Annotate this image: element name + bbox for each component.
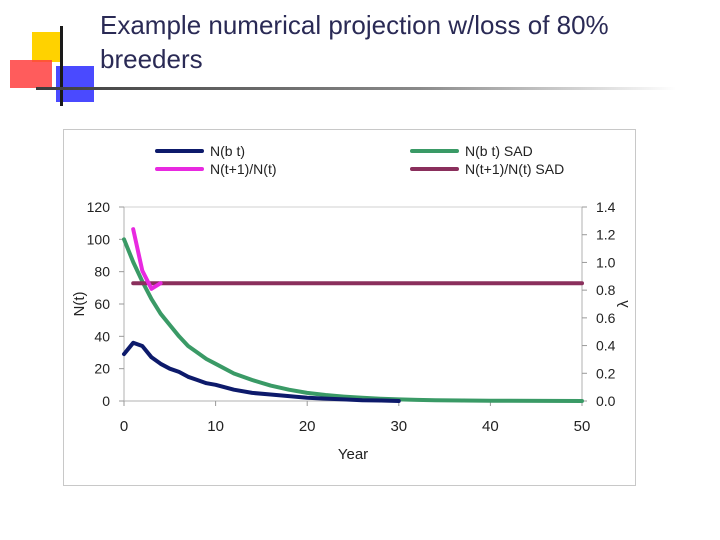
y2-axis-label: λ <box>615 300 632 308</box>
y2-tick-label: 0.2 <box>596 365 616 381</box>
x-tick-label: 30 <box>390 418 407 435</box>
y2-tick-label: 0.0 <box>596 393 616 409</box>
y2-tick-label: 1.4 <box>596 199 616 215</box>
x-tick-label: 50 <box>574 418 591 435</box>
x-tick-label: 0 <box>120 418 128 435</box>
slide-title: Example numerical projection w/loss of 8… <box>100 10 609 74</box>
y2-tick-label: 1.0 <box>596 254 616 270</box>
slide-logo <box>0 0 100 110</box>
y2-tick-label: 0.6 <box>596 310 616 326</box>
x-axis-label: Year <box>338 446 368 463</box>
x-tick-label: 10 <box>207 418 224 435</box>
plot-area <box>123 206 583 402</box>
y-tick-label: 80 <box>94 264 110 280</box>
y2-tick-label: 0.8 <box>596 282 616 298</box>
y-tick-label: 40 <box>94 328 110 344</box>
y-tick-label: 20 <box>94 361 110 377</box>
chart-frame: 0 20 40 60 80 100 120 0.0 0.2 0.4 0.6 0.8 1.0 1.2 1.4 0… <box>63 129 636 486</box>
y-tick-label: 100 <box>87 231 111 247</box>
x-tick-label: 40 <box>482 418 499 435</box>
series-line-0 <box>122 340 401 403</box>
y2-tick-label: 0.4 <box>596 338 616 354</box>
y-axis-label: N(t) <box>71 292 88 317</box>
y-tick-label: 120 <box>87 199 111 215</box>
title-divider <box>36 87 676 90</box>
y-tick-label: 60 <box>94 296 110 312</box>
line-chart: 0 20 40 60 80 100 120 0.0 0.2 0.4 0.6 0.8 1.0 1.2 1.4 0… <box>71 143 632 463</box>
legend-label-1: N(b t) SAD <box>465 143 533 159</box>
legend-label-3: N(t+1)/N(t) SAD <box>465 161 564 177</box>
logo-vertical-bar <box>60 26 63 106</box>
x-tick-label: 20 <box>299 418 316 435</box>
y2-tick-label: 1.2 <box>596 227 616 243</box>
legend-label-0: N(b t) <box>210 143 245 159</box>
series-line-2 <box>131 227 163 291</box>
y-tick-label: 0 <box>102 393 110 409</box>
legend-label-2: N(t+1)/N(t) <box>210 161 277 177</box>
logo-red-square <box>10 60 52 88</box>
logo-yellow-square <box>32 32 62 62</box>
